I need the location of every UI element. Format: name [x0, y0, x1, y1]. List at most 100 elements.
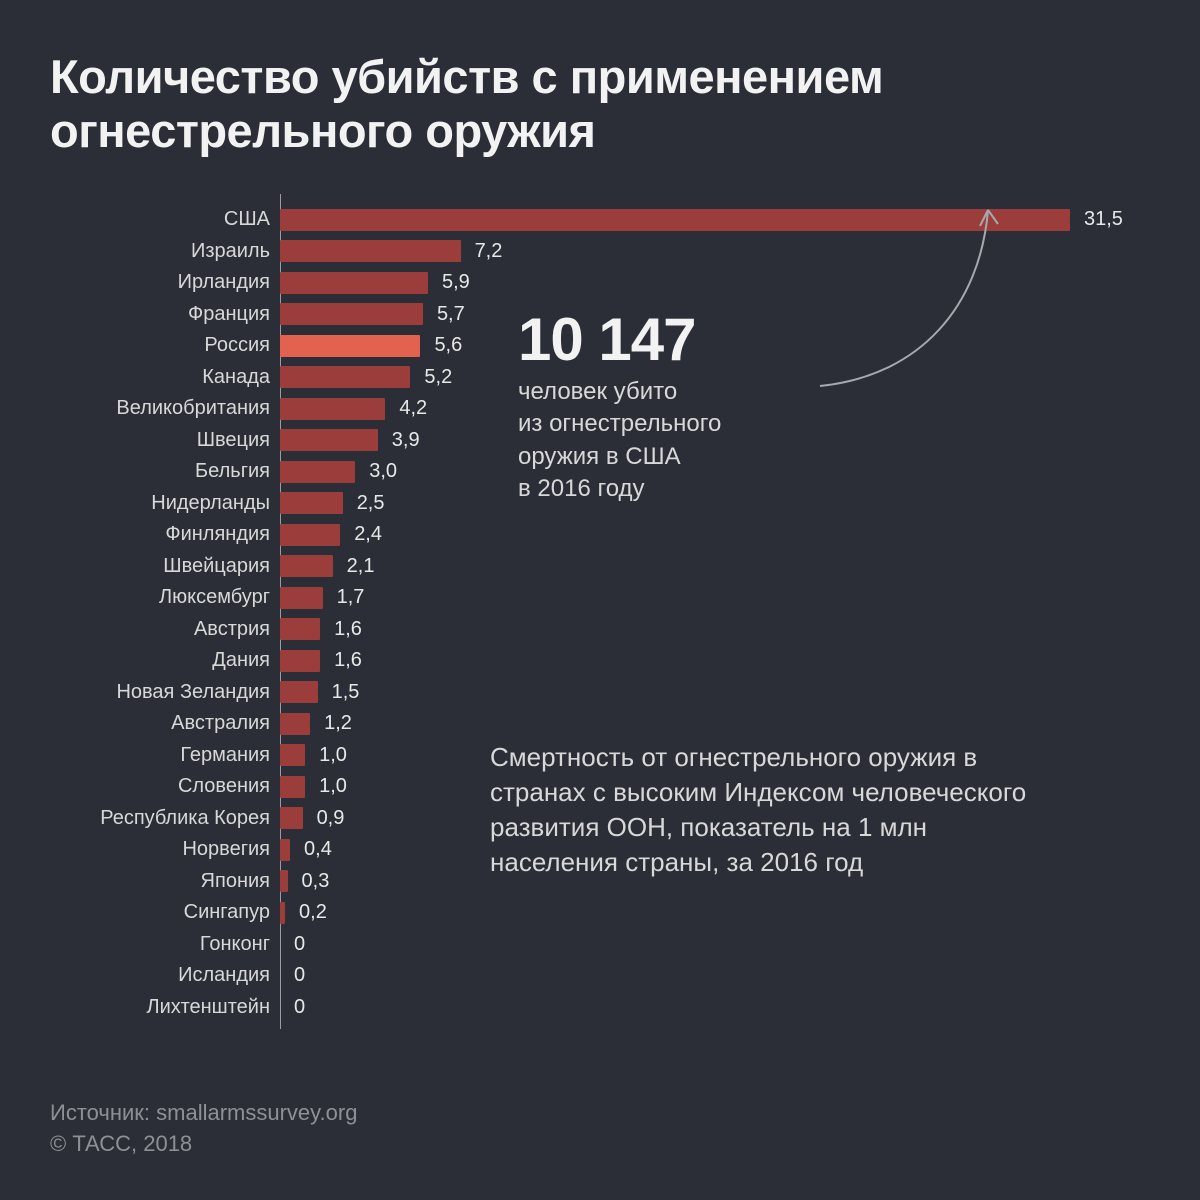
bar-row: Финляндия 2,4 [50, 519, 1150, 551]
chart-description: Смертность от огнестрельного оружия в ст… [490, 740, 1050, 880]
country-label: Швеция [50, 429, 280, 452]
country-label: Нидерланды [50, 492, 280, 515]
country-label: Австрия [50, 618, 280, 641]
copyright-text: © ТАСС, 2018 [50, 1129, 357, 1160]
country-label: США [50, 208, 280, 231]
bar-track: 5,2 [280, 362, 452, 394]
bar-value: 1,0 [319, 744, 347, 767]
bar-track: 0,2 [280, 897, 327, 929]
bar-value: 0 [294, 996, 305, 1019]
bar-value: 3,9 [392, 429, 420, 452]
bar-track: 2,4 [280, 519, 382, 551]
bar-track: 0 [280, 929, 305, 961]
callout-line: в 2016 году [518, 475, 645, 502]
bar [280, 429, 378, 451]
bar-track: 0 [280, 992, 305, 1024]
callout-text: человек убито из огнестрельного оружия в С… [518, 376, 918, 506]
bar-value: 0,2 [299, 901, 327, 924]
bar-track: 1,6 [280, 614, 362, 646]
bar [280, 587, 323, 609]
bar-value: 1,0 [319, 775, 347, 798]
callout-line: человек убито [518, 378, 677, 405]
bar-value: 1,6 [334, 618, 362, 641]
bar-track: 0,9 [280, 803, 344, 835]
bar [280, 524, 340, 546]
bar [280, 681, 318, 703]
bar-value: 7,2 [475, 240, 503, 263]
bar-row: США 31,5 [50, 204, 1150, 236]
country-label: Словения [50, 775, 280, 798]
bar [280, 713, 310, 735]
bar-track: 5,9 [280, 267, 470, 299]
bar-row: Дания1,6 [50, 645, 1150, 677]
bar-value: 31,5 [1084, 208, 1123, 231]
bar-track: 4,2 [280, 393, 427, 425]
bar-track: 3,9 [280, 425, 420, 457]
bar-track: 5,7 [280, 299, 465, 331]
source-text: Источник: smallarmssurvey.org [50, 1098, 357, 1129]
country-label: Австралия [50, 712, 280, 735]
bar [280, 240, 461, 262]
bar-track: 1,0 [280, 771, 347, 803]
country-label: Гонконг [50, 933, 280, 956]
bar-value: 1,5 [332, 681, 360, 704]
bar-value: 5,2 [424, 366, 452, 389]
bar-row: Исландия0 [50, 960, 1150, 992]
bar [280, 461, 355, 483]
country-label: Новая Зеландия [50, 681, 280, 704]
bar [280, 839, 290, 861]
bar-value: 1,2 [324, 712, 352, 735]
bar-value: 2,1 [347, 555, 375, 578]
bar-value: 2,5 [357, 492, 385, 515]
bar [280, 272, 428, 294]
bar-row: Сингапур0,2 [50, 897, 1150, 929]
bar-row: Новая Зеландия 1,5 [50, 677, 1150, 709]
bar-track: 1,5 [280, 677, 359, 709]
country-label: Люксембург [50, 586, 280, 609]
bar [280, 618, 320, 640]
bar-track: 1,6 [280, 645, 362, 677]
bar-value: 5,7 [437, 303, 465, 326]
bar-value: 0,9 [317, 807, 345, 830]
bar-value: 2,4 [354, 523, 382, 546]
country-label: Бельгия [50, 460, 280, 483]
bar [280, 870, 288, 892]
bar [280, 398, 385, 420]
country-label: Великобритания [50, 397, 280, 420]
bar-track: 1,2 [280, 708, 352, 740]
callout-line: оружия в США [518, 443, 681, 470]
country-label: Дания [50, 649, 280, 672]
bar-value: 0,3 [302, 870, 330, 893]
bar [280, 902, 285, 924]
bar-track: 31,5 [280, 204, 1123, 236]
bar-row: Ирландия5,9 [50, 267, 1150, 299]
bar-track: 5,6 [280, 330, 462, 362]
callout-block: 10 147 человек убитоиз огнестрельногоору… [518, 310, 918, 506]
bar-track: 3,0 [280, 456, 397, 488]
country-label: Япония [50, 870, 280, 893]
bar-track: 2,1 [280, 551, 374, 583]
bar [280, 492, 343, 514]
bar-track: 2,5 [280, 488, 385, 520]
bar-track: 1,0 [280, 740, 347, 772]
bar-value: 3,0 [369, 460, 397, 483]
callout-line: из огнестрельного [518, 410, 721, 437]
country-label: Финляндия [50, 523, 280, 546]
bar-track: 7,2 [280, 236, 502, 268]
bar-value: 0 [294, 933, 305, 956]
bar-track: 0,4 [280, 834, 332, 866]
bar-row: Лихтенштейн0 [50, 992, 1150, 1024]
bar-row: Люксембург1,7 [50, 582, 1150, 614]
country-label: Россия [50, 334, 280, 357]
bar-row: Швейцария 2,1 [50, 551, 1150, 583]
bar [280, 366, 410, 388]
bar-value: 0,4 [304, 838, 332, 861]
bar-row: Израиль7,2 [50, 236, 1150, 268]
footer: Источник: smallarmssurvey.org © ТАСС, 20… [50, 1098, 357, 1160]
chart-title: Количество убийств с применением огнестр… [50, 50, 1150, 158]
country-label: Канада [50, 366, 280, 389]
bar [280, 209, 1070, 231]
bar [280, 744, 305, 766]
country-label: Швейцария [50, 555, 280, 578]
bar-value: 0 [294, 964, 305, 987]
